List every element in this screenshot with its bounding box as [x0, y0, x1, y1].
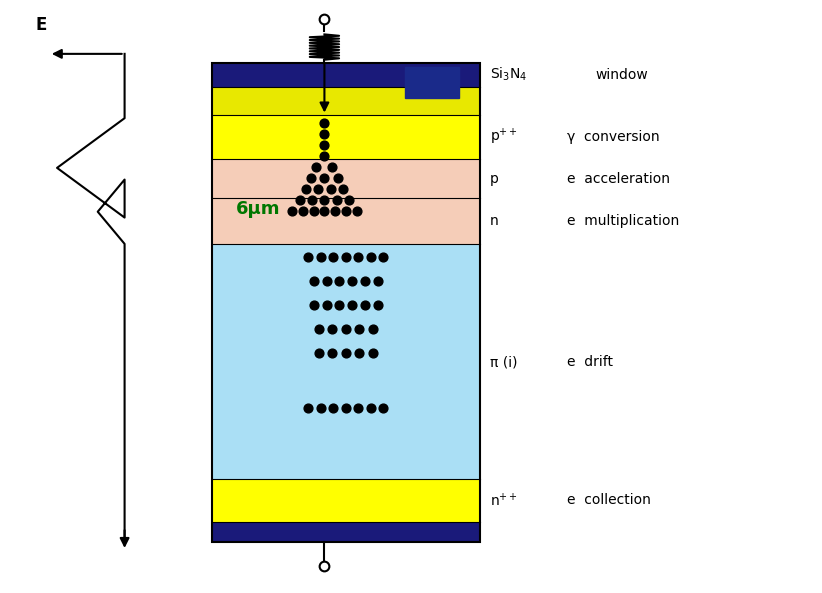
Text: n: n [490, 214, 499, 228]
Point [366, 324, 379, 333]
Point [339, 206, 353, 215]
Point [339, 348, 353, 358]
Point [339, 403, 353, 413]
Point [318, 195, 331, 205]
Point [352, 252, 365, 262]
Text: π (i): π (i) [490, 355, 517, 369]
Point [372, 276, 385, 285]
Bar [211, 522, 480, 542]
Text: e  acceleration: e acceleration [567, 171, 670, 186]
Point [304, 173, 317, 183]
Text: e  collection: e collection [567, 493, 651, 508]
Point [327, 403, 340, 413]
Point [353, 324, 366, 333]
Point [358, 276, 372, 285]
Bar [211, 87, 480, 116]
Point [318, 151, 331, 160]
Point [352, 403, 365, 413]
Point [307, 300, 321, 310]
Point [307, 206, 321, 215]
Point [364, 252, 377, 262]
Point [318, 118, 331, 127]
Point [339, 252, 353, 262]
Point [329, 206, 342, 215]
Point [320, 276, 333, 285]
Text: 6μm: 6μm [236, 200, 280, 218]
Text: γ  conversion: γ conversion [567, 130, 660, 144]
Point [312, 348, 326, 358]
Point [366, 348, 379, 358]
Point [324, 184, 337, 193]
Bar [211, 63, 480, 87]
Point [326, 348, 339, 358]
Point [333, 300, 346, 310]
Text: Si$_3$N$_4$: Si$_3$N$_4$ [490, 66, 528, 84]
Text: p$^{++}$: p$^{++}$ [490, 127, 518, 147]
Point [297, 206, 310, 215]
Text: window: window [596, 68, 649, 82]
Point [377, 252, 390, 262]
Bar [211, 158, 480, 198]
Bar [211, 63, 480, 542]
Point [306, 195, 319, 205]
Point [331, 173, 344, 183]
Text: e  multiplication: e multiplication [567, 214, 680, 228]
Point [342, 195, 355, 205]
Point [314, 252, 327, 262]
Text: n$^{++}$: n$^{++}$ [490, 492, 518, 509]
Bar [211, 116, 480, 158]
Point [358, 300, 372, 310]
Point [299, 184, 312, 193]
Point [326, 162, 339, 171]
Text: p: p [490, 171, 499, 186]
Point [333, 276, 346, 285]
Point [318, 140, 331, 149]
Point [337, 184, 350, 193]
Bar [211, 479, 480, 522]
Bar [211, 198, 480, 244]
Point [327, 252, 340, 262]
Point [318, 173, 331, 183]
Point [318, 206, 331, 215]
Point [312, 184, 325, 193]
Point [320, 300, 333, 310]
Point [302, 252, 315, 262]
Point [350, 206, 363, 215]
Point [330, 195, 343, 205]
Text: e  drift: e drift [567, 355, 613, 369]
Point [364, 403, 377, 413]
Point [377, 403, 390, 413]
Point [302, 403, 315, 413]
Point [285, 206, 298, 215]
Point [353, 348, 366, 358]
Point [307, 276, 321, 285]
Point [293, 195, 307, 205]
Point [339, 324, 353, 333]
Bar [211, 244, 480, 479]
Bar [405, 67, 459, 98]
Point [372, 300, 385, 310]
Point [318, 129, 331, 138]
Point [346, 276, 359, 285]
Point [310, 162, 323, 171]
Point [312, 324, 326, 333]
Point [314, 403, 327, 413]
Text: E: E [35, 15, 47, 34]
Point [326, 324, 339, 333]
Point [346, 300, 359, 310]
